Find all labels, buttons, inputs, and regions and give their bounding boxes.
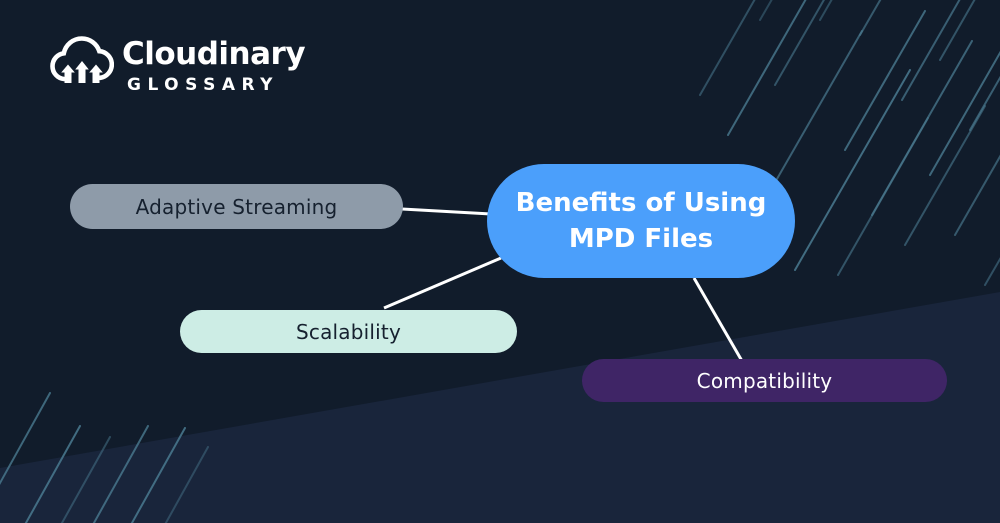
brand-name: Cloudinary xyxy=(122,36,306,72)
diagonal-lines-top-right xyxy=(699,0,1000,286)
upload-arrows xyxy=(61,61,103,83)
center-node-benefits: Benefits of Using MPD Files xyxy=(487,164,795,278)
connector-scalability xyxy=(383,256,502,310)
node-label: Compatibility xyxy=(696,368,833,393)
connector-adaptive-streaming xyxy=(401,207,492,216)
connectors xyxy=(383,207,744,362)
center-node-label: Benefits of Using MPD Files xyxy=(515,188,767,254)
node-scalability: Scalability xyxy=(180,310,517,353)
logo-text: Cloudinary GLOSSARY xyxy=(122,34,306,95)
node-compatibility: Compatibility xyxy=(582,359,947,402)
diagonal-lines-bottom-left xyxy=(0,392,209,523)
node-label: Scalability xyxy=(295,319,401,344)
glossary-label: GLOSSARY xyxy=(127,75,279,95)
diagonal-band xyxy=(0,292,1000,523)
node-label: Adaptive Streaming xyxy=(135,194,338,219)
cloudinary-logo: Cloudinary GLOSSARY xyxy=(50,34,306,95)
cloudinary-cloud-icon xyxy=(50,36,114,83)
node-adaptive-streaming: Adaptive Streaming xyxy=(70,184,403,229)
connector-compatibility xyxy=(692,277,744,362)
